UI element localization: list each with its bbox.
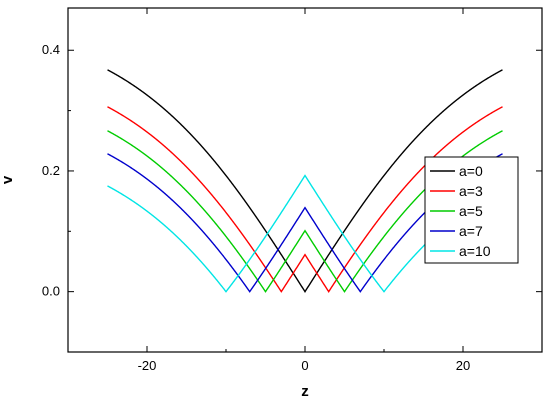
- legend-label: a=0: [459, 163, 483, 179]
- axes: -20 0 20 0.0 0.2 0.4: [42, 7, 543, 373]
- legend-box: [424, 156, 519, 264]
- series-line-a-3: [107, 106, 503, 293]
- y-tick-label: 0.4: [42, 42, 60, 57]
- legend-label: a=7: [459, 223, 483, 239]
- legend-label: a=10: [459, 243, 491, 259]
- y-tick-label: 0.0: [42, 284, 60, 299]
- x-tick-label: 20: [456, 358, 470, 373]
- y-axis-title: v: [0, 175, 16, 184]
- legend-label: a=3: [459, 183, 483, 199]
- legend-label: a=5: [459, 203, 483, 219]
- legend: a=0 a=3 a=5 a=7 a=10: [424, 156, 519, 264]
- series-line-a-0: [107, 69, 503, 293]
- x-tick-label: 0: [301, 358, 308, 373]
- x-tick-label: -20: [138, 358, 157, 373]
- x-axis-title: z: [301, 383, 309, 400]
- y-tick-label: 0.2: [42, 163, 60, 178]
